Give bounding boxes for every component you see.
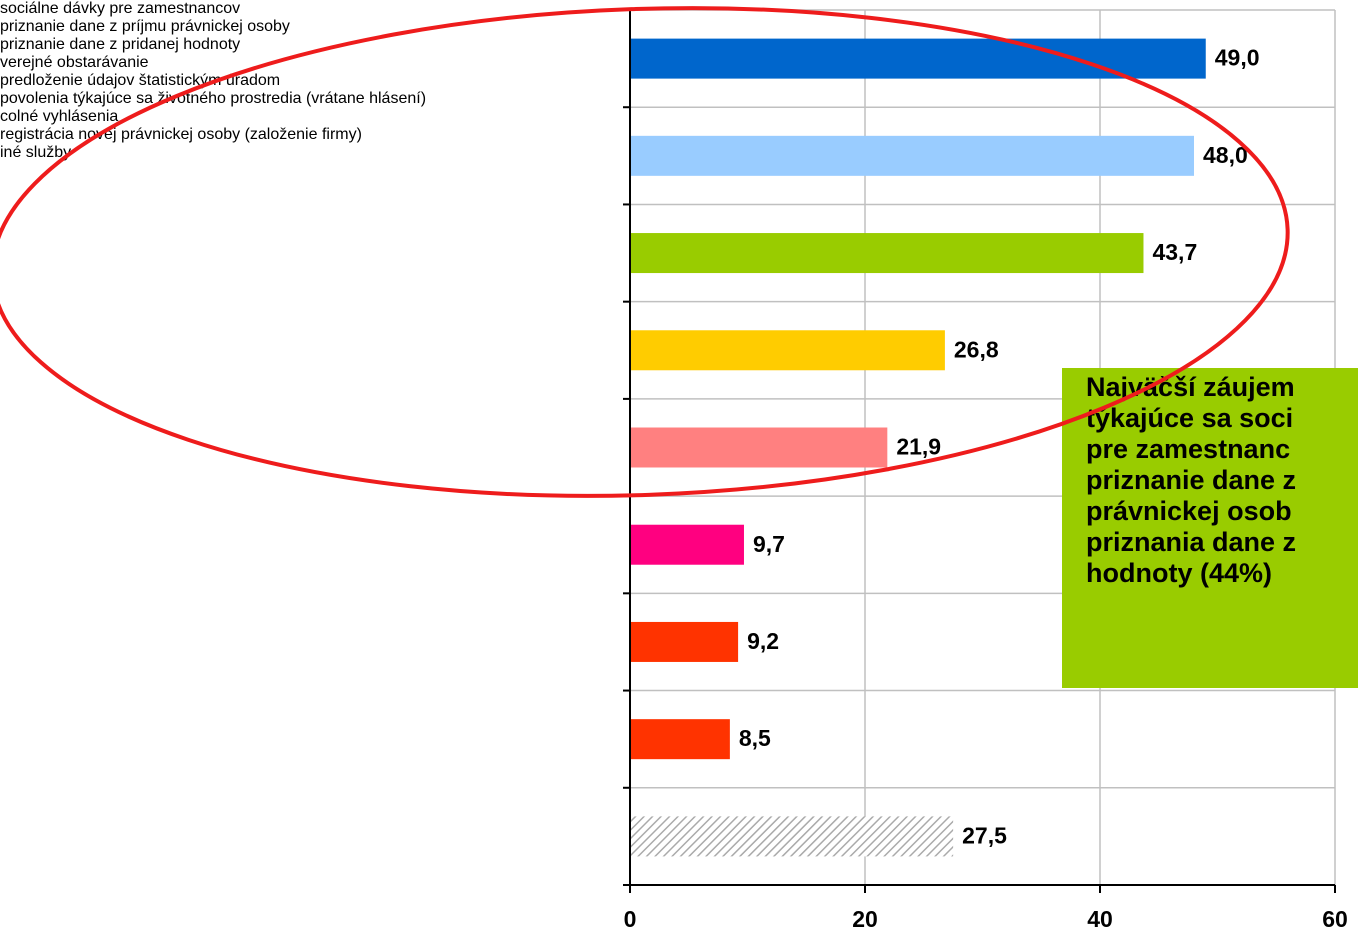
bar — [630, 816, 954, 857]
value-label: 8,5 — [739, 725, 771, 751]
annotation-line: hodnoty (44%) — [1086, 558, 1272, 588]
annotation-line: priznanie dane z — [1086, 465, 1297, 495]
x-tick-label: 0 — [624, 906, 637, 932]
value-label: 26,8 — [954, 336, 999, 362]
x-tick-label: 20 — [852, 906, 878, 932]
annotation-line: týkajúce sa soci — [1086, 403, 1294, 433]
bar — [630, 330, 945, 371]
annotation-line: právnickej osob — [1086, 496, 1292, 526]
value-label: 27,5 — [962, 822, 1007, 848]
bar — [630, 621, 739, 662]
annotation-box: Najväčší záujem týkajúce sa soci pre zames… — [1062, 368, 1358, 688]
x-tick-label: 40 — [1087, 906, 1113, 932]
annotation-line: Najväčší záujem — [1086, 372, 1295, 402]
bar — [630, 233, 1144, 274]
bar — [630, 719, 730, 760]
bar — [630, 524, 744, 565]
annotation-line: pre zamestnanc — [1086, 434, 1291, 464]
value-label: 49,0 — [1215, 45, 1260, 71]
value-label: 9,2 — [747, 628, 779, 654]
value-label: 21,9 — [896, 434, 941, 460]
bar — [630, 38, 1206, 79]
value-label: 9,7 — [753, 531, 785, 557]
bar — [630, 135, 1194, 176]
annotation-line: priznania dane z — [1086, 527, 1297, 557]
value-label: 43,7 — [1152, 239, 1197, 265]
bar — [630, 427, 888, 468]
x-tick-label: 60 — [1322, 906, 1348, 932]
value-label: 48,0 — [1203, 142, 1248, 168]
